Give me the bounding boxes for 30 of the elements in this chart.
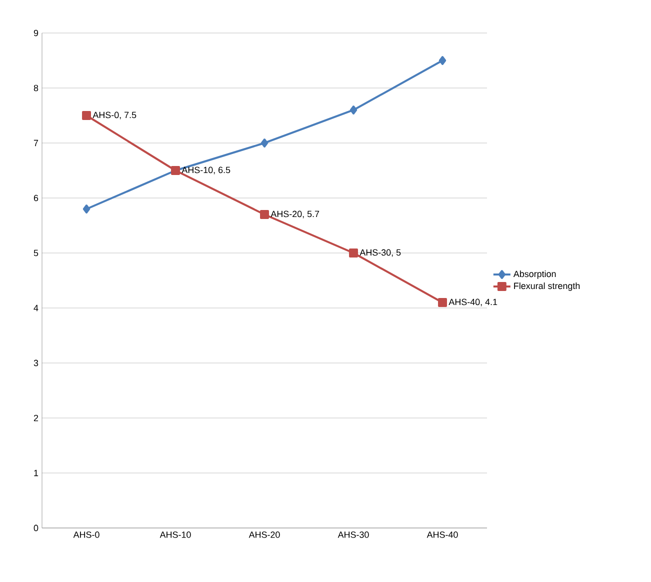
point xyxy=(260,210,269,219)
point xyxy=(82,111,91,120)
y-tick-label: 0 xyxy=(34,524,38,532)
legend-label: Flexural strength xyxy=(514,282,580,291)
data-label: AHS-20, 5.7 xyxy=(270,210,320,218)
x-tick-label: AHS-0 xyxy=(73,532,100,538)
point xyxy=(438,298,447,307)
y-tick-label: 5 xyxy=(34,250,38,256)
x-tick-label: AHS-20 xyxy=(248,532,280,538)
y-tick-label: 8 xyxy=(34,84,38,92)
y-tick-label: 3 xyxy=(34,360,38,366)
legend-label: Absorption xyxy=(513,270,556,279)
y-tick-label: 4 xyxy=(34,304,38,312)
x-tick-label: AHS-30 xyxy=(338,532,369,538)
point xyxy=(349,248,358,258)
y-tick-label: 2 xyxy=(34,414,38,422)
x-tick-label: AHS-40 xyxy=(426,532,458,538)
y-tick-label: 9 xyxy=(34,30,38,36)
data-label: AHS-30, 5 xyxy=(360,249,401,257)
data-label: AHS-40, 4.1 xyxy=(448,298,498,306)
y-tick-label: 1 xyxy=(34,470,38,476)
y-tick-label: 7 xyxy=(34,140,38,146)
data-label: AHS-0, 7.5 xyxy=(92,112,136,120)
point xyxy=(438,56,446,65)
data-label: AHS-10, 6.5 xyxy=(182,166,230,174)
point xyxy=(350,106,358,114)
y-tick-label: 6 xyxy=(34,194,38,202)
x-tick-label: AHS-10 xyxy=(160,532,191,538)
point xyxy=(260,138,268,148)
point xyxy=(82,204,90,214)
